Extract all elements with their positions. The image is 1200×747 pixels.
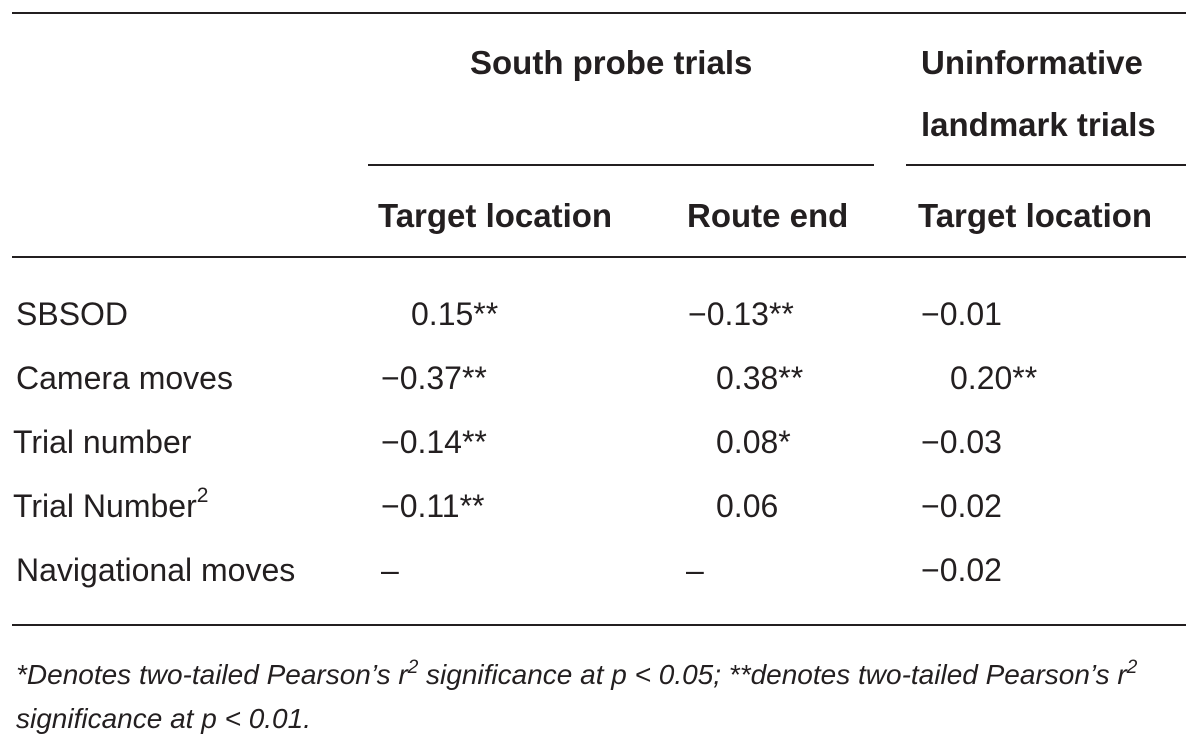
sub-header-route-end: Route end: [687, 197, 849, 234]
row-label-navigational-moves: Navigational moves: [16, 552, 296, 588]
cell-camera-target: −0.37**: [381, 360, 487, 396]
footnote-sup2: 2: [1126, 657, 1138, 678]
footnote-part2: significance at p < 0.05; **denotes two-…: [418, 659, 1127, 690]
cell-trial-squared-target: −0.11**: [381, 488, 485, 524]
group-header-south: South probe trials: [470, 44, 753, 81]
cell-trial-squared-uninformative: −0.02: [921, 488, 1002, 524]
row-label-trial-number-squared-text: Trial Number: [13, 488, 197, 524]
cell-navigational-target: –: [381, 552, 399, 588]
cell-trial-route: 0.08*: [716, 424, 791, 460]
cell-trial-squared-route: 0.06: [716, 488, 779, 524]
group-header-uninformative-line1: Uninformative: [921, 44, 1143, 81]
row-label-trial-number: Trial number: [13, 424, 192, 460]
cell-camera-uninformative: 0.20**: [950, 360, 1038, 396]
group-header-uninformative-line2: landmark trials: [921, 106, 1156, 143]
south-group-rule: [368, 164, 874, 166]
row-label-sbsod: SBSOD: [16, 296, 129, 332]
table-footnote: *Denotes two-tailed Pearson’s r2 signifi…: [16, 655, 1186, 739]
cell-sbsod-route: −0.13**: [688, 296, 794, 332]
header-bottom-rule: [12, 256, 1186, 258]
cell-navigational-uninformative: −0.02: [921, 552, 1002, 588]
footnote-sup1: 2: [407, 657, 419, 678]
row-label-trial-number-squared: Trial Number2: [13, 485, 208, 524]
footnote-part3: significance at p < 0.01.: [16, 703, 311, 734]
cell-sbsod-target: 0.15**: [411, 296, 499, 332]
top-rule: [12, 12, 1186, 14]
row-label-superscript: 2: [196, 484, 209, 507]
table-bottom-rule: [12, 624, 1186, 626]
row-label-camera-moves: Camera moves: [16, 360, 233, 396]
cell-trial-uninformative: −0.03: [921, 424, 1002, 460]
sub-header-target-location-south: Target location: [378, 197, 613, 234]
cell-navigational-route: –: [686, 552, 704, 588]
cell-camera-route: 0.38**: [716, 360, 804, 396]
uninformative-group-rule: [906, 164, 1186, 166]
footnote-part1: *Denotes two-tailed Pearson’s r: [16, 659, 408, 690]
cell-trial-target: −0.14**: [381, 424, 487, 460]
cell-sbsod-uninformative: −0.01: [921, 296, 1002, 332]
sub-header-target-location-uninformative: Target location: [918, 197, 1153, 234]
